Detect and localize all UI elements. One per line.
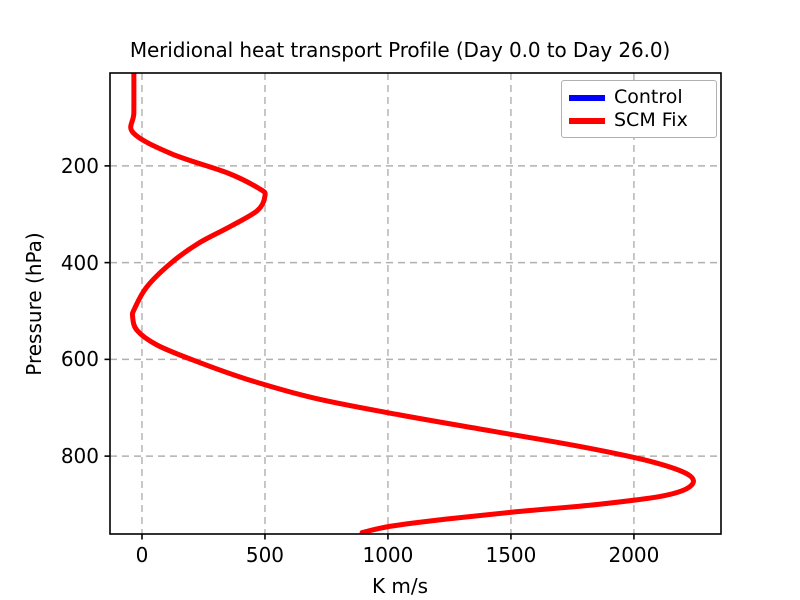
plot-background: [110, 73, 721, 534]
series-line-scm-fix: [128, 73, 696, 534]
axes-frame: [109, 72, 722, 535]
legend-item-control: Control: [569, 86, 709, 109]
chart-title: Meridional heat transport Profile (Day 0…: [129, 38, 671, 62]
chart-legend: Control SCM Fix: [561, 80, 717, 138]
legend-swatch-scm-fix: [569, 117, 605, 124]
y-tick-label: 800: [60, 444, 99, 469]
legend-item-scm-fix: SCM Fix: [569, 109, 709, 132]
legend-label-control: Control: [614, 86, 683, 108]
tick-marks: [104, 165, 635, 540]
data-series-group: [128, 73, 696, 534]
x-tick-label: 0: [135, 543, 149, 567]
x-tick-label: 2000: [608, 543, 660, 567]
x-tick-label: 1500: [485, 543, 537, 567]
legend-swatch-control: [569, 94, 605, 101]
x-tick-label: 500: [245, 543, 285, 567]
y-tick-label: 400: [60, 250, 99, 275]
x-axis-label: K m/s: [371, 574, 429, 598]
x-tick-label: 1000: [362, 543, 414, 567]
y-tick-label: 200: [60, 153, 99, 178]
legend-label-scm-fix: SCM Fix: [614, 109, 688, 131]
y-tick-label: 600: [60, 347, 99, 372]
